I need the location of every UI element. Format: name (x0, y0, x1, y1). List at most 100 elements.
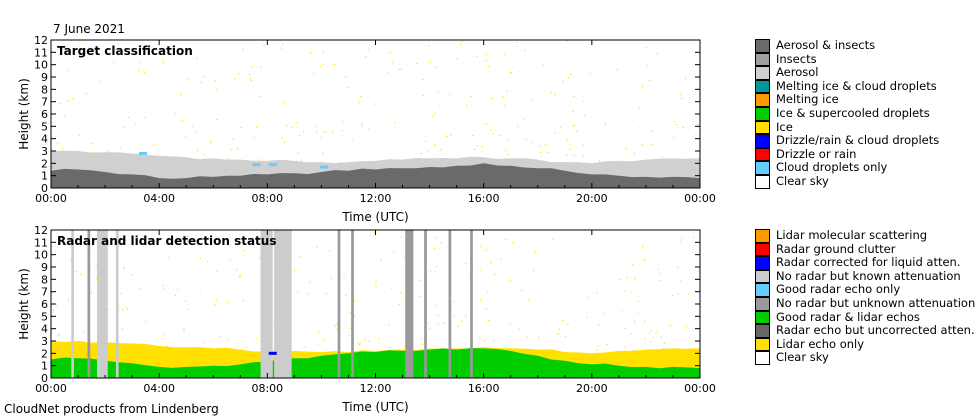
y-tick-label: 12 (34, 34, 48, 47)
speck-ice (117, 43, 119, 45)
column-no-radar-but-known-attenuation (71, 230, 74, 378)
legend-swatch (755, 147, 770, 162)
speck-lidar-echo-only (131, 274, 133, 276)
speck-ice (281, 137, 283, 139)
speck-ice (91, 142, 93, 145)
x-tick-label: 12:00 (360, 192, 392, 205)
speck-lidar-echo-only (637, 300, 639, 302)
speck-ice (248, 73, 251, 75)
speck-lidar-echo-only (393, 251, 395, 253)
speck-ice (360, 95, 362, 98)
speck-ice (162, 59, 164, 61)
speck-lidar-echo-only (67, 300, 69, 302)
speck-ice (651, 144, 653, 146)
speck-ice (539, 145, 541, 147)
speck-lidar-echo-only (70, 258, 72, 260)
speck-ice (530, 141, 533, 143)
speck-ice (128, 116, 130, 119)
y-tick-label: 3 (41, 335, 48, 348)
x-tick-label: 16:00 (468, 192, 500, 205)
speck-lidar-echo-only (586, 296, 589, 298)
speck-ice (422, 94, 424, 96)
speck-lidar-echo-only (685, 325, 687, 328)
speck-lidar-echo-only (509, 279, 511, 281)
speck-ice (487, 66, 489, 68)
speck-lidar-echo-only (603, 312, 605, 315)
speck-ice (123, 126, 125, 128)
speck-lidar-echo-only (653, 336, 655, 338)
speck-ice (237, 148, 239, 151)
speck-ice (260, 66, 262, 68)
speck-lidar-echo-only (479, 299, 482, 302)
speck-lidar-echo-only (598, 324, 600, 326)
speck-ice (504, 53, 506, 56)
speck-lidar-echo-only (186, 236, 188, 238)
y-tick-label: 8 (41, 83, 48, 96)
speck-ice (367, 48, 369, 51)
speck-ice (214, 80, 216, 82)
chart-title-0: Target classification (57, 44, 193, 58)
speck-lidar-echo-only (228, 311, 231, 313)
speck-ice (648, 79, 651, 82)
point-cloud-droplets-only (268, 163, 277, 167)
speck-lidar-echo-only (567, 323, 569, 325)
y-tick-label: 2 (41, 157, 48, 170)
speck-ice (365, 56, 367, 58)
speck-ice (281, 43, 284, 45)
speck-lidar-echo-only (464, 315, 467, 317)
speck-lidar-echo-only (619, 278, 622, 281)
legend-swatch (755, 79, 770, 94)
speck-ice (450, 134, 452, 136)
speck-ice (542, 64, 544, 66)
speck-ice (163, 62, 165, 64)
legend-swatch (755, 337, 770, 352)
speck-lidar-echo-only (488, 319, 490, 321)
speck-lidar-echo-only (199, 290, 201, 292)
speck-ice (280, 47, 282, 49)
speck-lidar-echo-only (186, 240, 189, 242)
speck-ice (573, 124, 576, 126)
speck-lidar-echo-only (122, 267, 125, 269)
speck-ice (325, 131, 327, 133)
speck-lidar-echo-only (465, 263, 467, 265)
legend-swatch (755, 161, 770, 175)
speck-lidar-echo-only (306, 293, 308, 295)
speck-lidar-echo-only (644, 337, 646, 340)
speck-ice (209, 140, 212, 143)
column-no-radar-but-unknown-attenuation (337, 230, 341, 378)
speck-ice (316, 131, 318, 133)
speck-ice (484, 123, 486, 125)
speck-ice (519, 71, 521, 73)
speck-lidar-echo-only (687, 293, 689, 295)
speck-lidar-echo-only (139, 287, 141, 289)
speck-ice (98, 80, 101, 82)
speck-ice (215, 118, 218, 121)
legend-swatch (755, 120, 770, 135)
speck-lidar-echo-only (487, 290, 489, 293)
speck-lidar-echo-only (419, 295, 421, 298)
speck-ice (604, 123, 607, 125)
speck-ice (191, 125, 193, 127)
speck-lidar-echo-only (82, 331, 84, 333)
legend-label: Clear sky (776, 173, 829, 188)
speck-lidar-echo-only (440, 242, 442, 244)
speck-ice (210, 142, 212, 144)
speck-ice (641, 86, 644, 88)
plot-1: Radar and lidar detection status01234567… (17, 224, 716, 414)
speck-ice (240, 126, 242, 128)
speck-lidar-echo-only (637, 311, 639, 313)
speck-ice (695, 134, 697, 136)
speck-lidar-echo-only (534, 251, 536, 254)
speck-ice (237, 73, 240, 75)
speck-ice (107, 150, 109, 152)
speck-ice (333, 64, 336, 66)
speck-ice (583, 100, 585, 103)
speck-lidar-echo-only (329, 250, 331, 252)
speck-lidar-echo-only (434, 305, 436, 307)
speck-ice (434, 66, 437, 68)
speck-ice (200, 81, 202, 83)
speck-ice (550, 91, 552, 94)
legend-swatch (755, 52, 770, 67)
speck-ice (506, 90, 508, 93)
speck-ice (60, 102, 62, 105)
